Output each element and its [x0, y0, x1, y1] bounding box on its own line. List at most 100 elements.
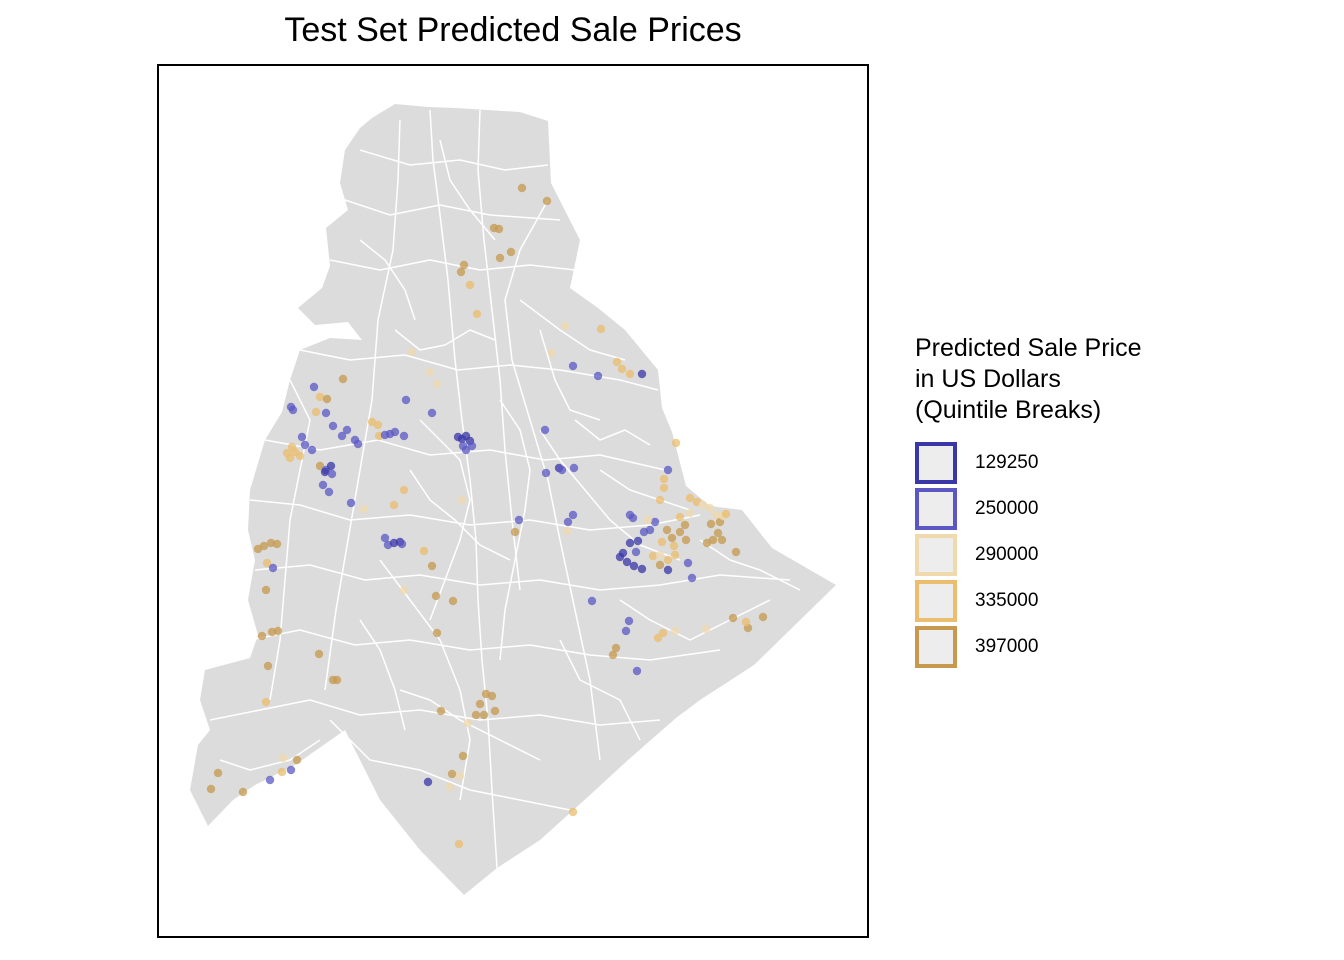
price-point: [206, 784, 216, 794]
price-point: [705, 503, 715, 513]
price-point: [593, 371, 603, 381]
price-point: [587, 596, 597, 606]
price-point: [277, 767, 287, 777]
price-point: [683, 558, 693, 568]
price-point: [637, 564, 647, 574]
price-point: [713, 528, 723, 538]
price-point: [432, 628, 442, 638]
price-point: [560, 321, 570, 331]
legend-item: 250000: [915, 488, 1335, 534]
price-point: [457, 495, 467, 505]
price-point: [568, 361, 578, 371]
price-point: [629, 561, 639, 571]
price-point: [685, 508, 695, 518]
price-point: [510, 527, 520, 537]
price-point: [637, 369, 647, 379]
price-point: [346, 498, 356, 508]
price-point: [432, 379, 442, 389]
price-point: [657, 537, 667, 547]
price-point: [327, 469, 337, 479]
price-point: [359, 504, 369, 514]
price-point: [568, 807, 578, 817]
legend-key-swatch: [915, 580, 957, 622]
price-point: [490, 706, 500, 716]
price-point: [542, 196, 552, 206]
price-point: [427, 408, 437, 418]
price-point: [675, 512, 685, 522]
legend-key-swatch: [915, 534, 957, 576]
price-point: [262, 558, 272, 568]
price-point: [390, 427, 400, 437]
price-point: [658, 628, 668, 638]
price-point: [322, 394, 332, 404]
price-point: [568, 510, 578, 520]
price-point: [611, 643, 621, 653]
price-point: [495, 253, 505, 263]
price-point: [253, 544, 263, 554]
price-point: [324, 487, 334, 497]
price-point: [721, 509, 731, 519]
price-point: [321, 408, 331, 418]
legend-item: 335000: [915, 580, 1335, 626]
price-point: [494, 224, 504, 234]
price-point: [342, 425, 352, 435]
price-point: [399, 485, 409, 495]
price-point: [401, 395, 411, 405]
price-point: [669, 541, 679, 551]
price-point: [431, 591, 441, 601]
price-point: [475, 699, 485, 709]
price-point: [608, 650, 618, 660]
price-point: [663, 565, 673, 575]
price-point: [685, 493, 695, 503]
price-point: [295, 451, 305, 461]
price-point: [506, 247, 516, 257]
price-point: [326, 461, 336, 471]
price-point: [731, 547, 741, 557]
legend-key-swatch: [915, 626, 957, 668]
price-point: [711, 510, 721, 520]
legend-item-label: 290000: [975, 544, 1039, 565]
price-point: [596, 324, 606, 334]
price-point: [465, 280, 475, 290]
price-point: [389, 500, 399, 510]
price-point: [687, 573, 697, 583]
price-point: [681, 535, 691, 545]
legend: Predicted Sale Price in US Dollars (Quin…: [915, 333, 1335, 672]
price-point: [273, 626, 283, 636]
price-point: [706, 519, 716, 529]
price-point: [663, 465, 673, 475]
price-point: [314, 649, 324, 659]
price-point: [353, 439, 363, 449]
price-point: [278, 753, 288, 763]
price-point: [622, 557, 632, 567]
price-point: [380, 430, 390, 440]
price-point: [456, 267, 466, 277]
price-point: [445, 782, 455, 792]
price-point: [698, 500, 708, 510]
legend-item: 290000: [915, 534, 1335, 580]
price-point: [261, 585, 271, 595]
price-point: [631, 547, 641, 557]
price-point: [563, 517, 573, 527]
price-point: [238, 787, 248, 797]
price-point: [728, 613, 738, 623]
price-point: [311, 407, 321, 417]
legend-title-line-1: Predicted Sale Price: [915, 334, 1142, 362]
price-point: [615, 552, 625, 562]
price-point: [514, 515, 524, 525]
price-point: [425, 367, 435, 377]
price-point: [625, 510, 635, 520]
price-point: [399, 431, 409, 441]
price-point: [459, 260, 469, 270]
price-point: [407, 347, 417, 357]
price-point: [487, 691, 497, 701]
price-point: [479, 710, 489, 720]
price-point: [758, 612, 768, 622]
price-point: [467, 441, 477, 451]
price-point: [663, 555, 673, 565]
price-point: [472, 309, 482, 319]
price-point: [741, 617, 751, 627]
price-point: [338, 374, 348, 384]
price-point: [288, 405, 298, 415]
legend-item-label: 397000: [975, 636, 1039, 657]
